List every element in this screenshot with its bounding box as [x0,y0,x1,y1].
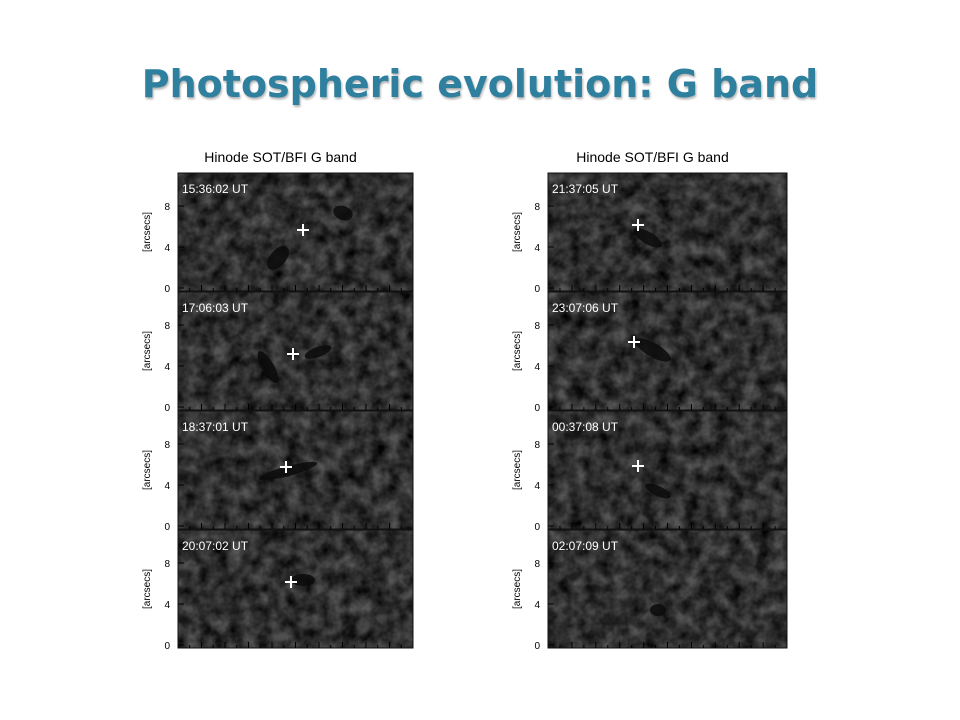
y-tick-label: 8 [534,202,540,213]
dark-feature [650,604,666,616]
marker-cross [632,219,644,231]
timestamp: 02:07:09 UT [552,539,619,553]
dark-feature [304,345,332,359]
slide-title: Photospheric evolution: G band [141,62,819,106]
granulation-image [178,530,413,648]
granulation-image [548,530,787,648]
y-tick-label: 0 [164,641,170,652]
y-tick-label: 4 [534,362,540,373]
y-axis-label: [arcsecs] [512,450,523,490]
y-tick-label: 4 [164,243,170,254]
timestamp: 18:37:01 UT [182,420,249,434]
y-tick-label: 8 [534,440,540,451]
dark-feature [267,246,289,270]
marker-cross [280,461,292,473]
y-axis-label: [arcsecs] [142,450,153,490]
y-axis-label: [arcsecs] [142,569,153,609]
y-tick-label: 0 [534,522,540,533]
dark-feature [633,228,663,248]
y-axis-label: [arcsecs] [512,569,523,609]
timestamp: 23:07:06 UT [552,301,619,315]
dark-feature [635,338,671,362]
granulation-image [178,292,413,410]
y-axis-label: [arcsecs] [512,212,523,252]
marker-cross [632,460,644,472]
y-axis-label: [arcsecs] [142,212,153,252]
dark-feature [258,461,318,481]
dark-feature [333,205,353,221]
y-tick-label: 0 [164,284,170,295]
marker-cross [285,576,297,588]
timestamp: 17:06:03 UT [182,301,249,315]
timestamp: 00:37:08 UT [552,420,619,434]
y-tick-label: 4 [164,600,170,611]
y-tick-label: 4 [534,243,540,254]
granulation-image [548,292,787,410]
timestamp: 20:07:02 UT [182,539,249,553]
column-header: Hinode SOT/BFI G band [576,149,729,165]
y-tick-label: 8 [534,321,540,332]
granulation-image [548,411,787,529]
marker-cross [628,336,640,348]
timestamp: 21:37:05 UT [552,182,619,196]
y-tick-label: 8 [164,321,170,332]
y-tick-label: 0 [534,641,540,652]
y-tick-label: 8 [534,559,540,570]
y-tick-label: 8 [164,202,170,213]
marker-cross [287,348,299,360]
y-tick-label: 4 [164,481,170,492]
y-tick-label: 0 [534,284,540,295]
dark-feature [257,351,279,383]
y-tick-label: 0 [534,403,540,414]
timestamp: 15:36:02 UT [182,182,249,196]
dark-feature [291,574,315,586]
y-tick-label: 4 [534,600,540,611]
y-tick-label: 4 [534,481,540,492]
marker-cross [297,224,309,236]
y-axis-label: [arcsecs] [512,331,523,371]
y-tick-label: 4 [164,362,170,373]
granulation-image [548,173,787,291]
y-tick-label: 8 [164,559,170,570]
y-tick-label: 0 [164,403,170,414]
column-header: Hinode SOT/BFI G band [204,149,357,165]
y-tick-label: 0 [164,522,170,533]
granulation-image [178,173,413,291]
y-axis-label: [arcsecs] [142,331,153,371]
y-tick-label: 8 [164,440,170,451]
dark-feature [645,483,671,499]
